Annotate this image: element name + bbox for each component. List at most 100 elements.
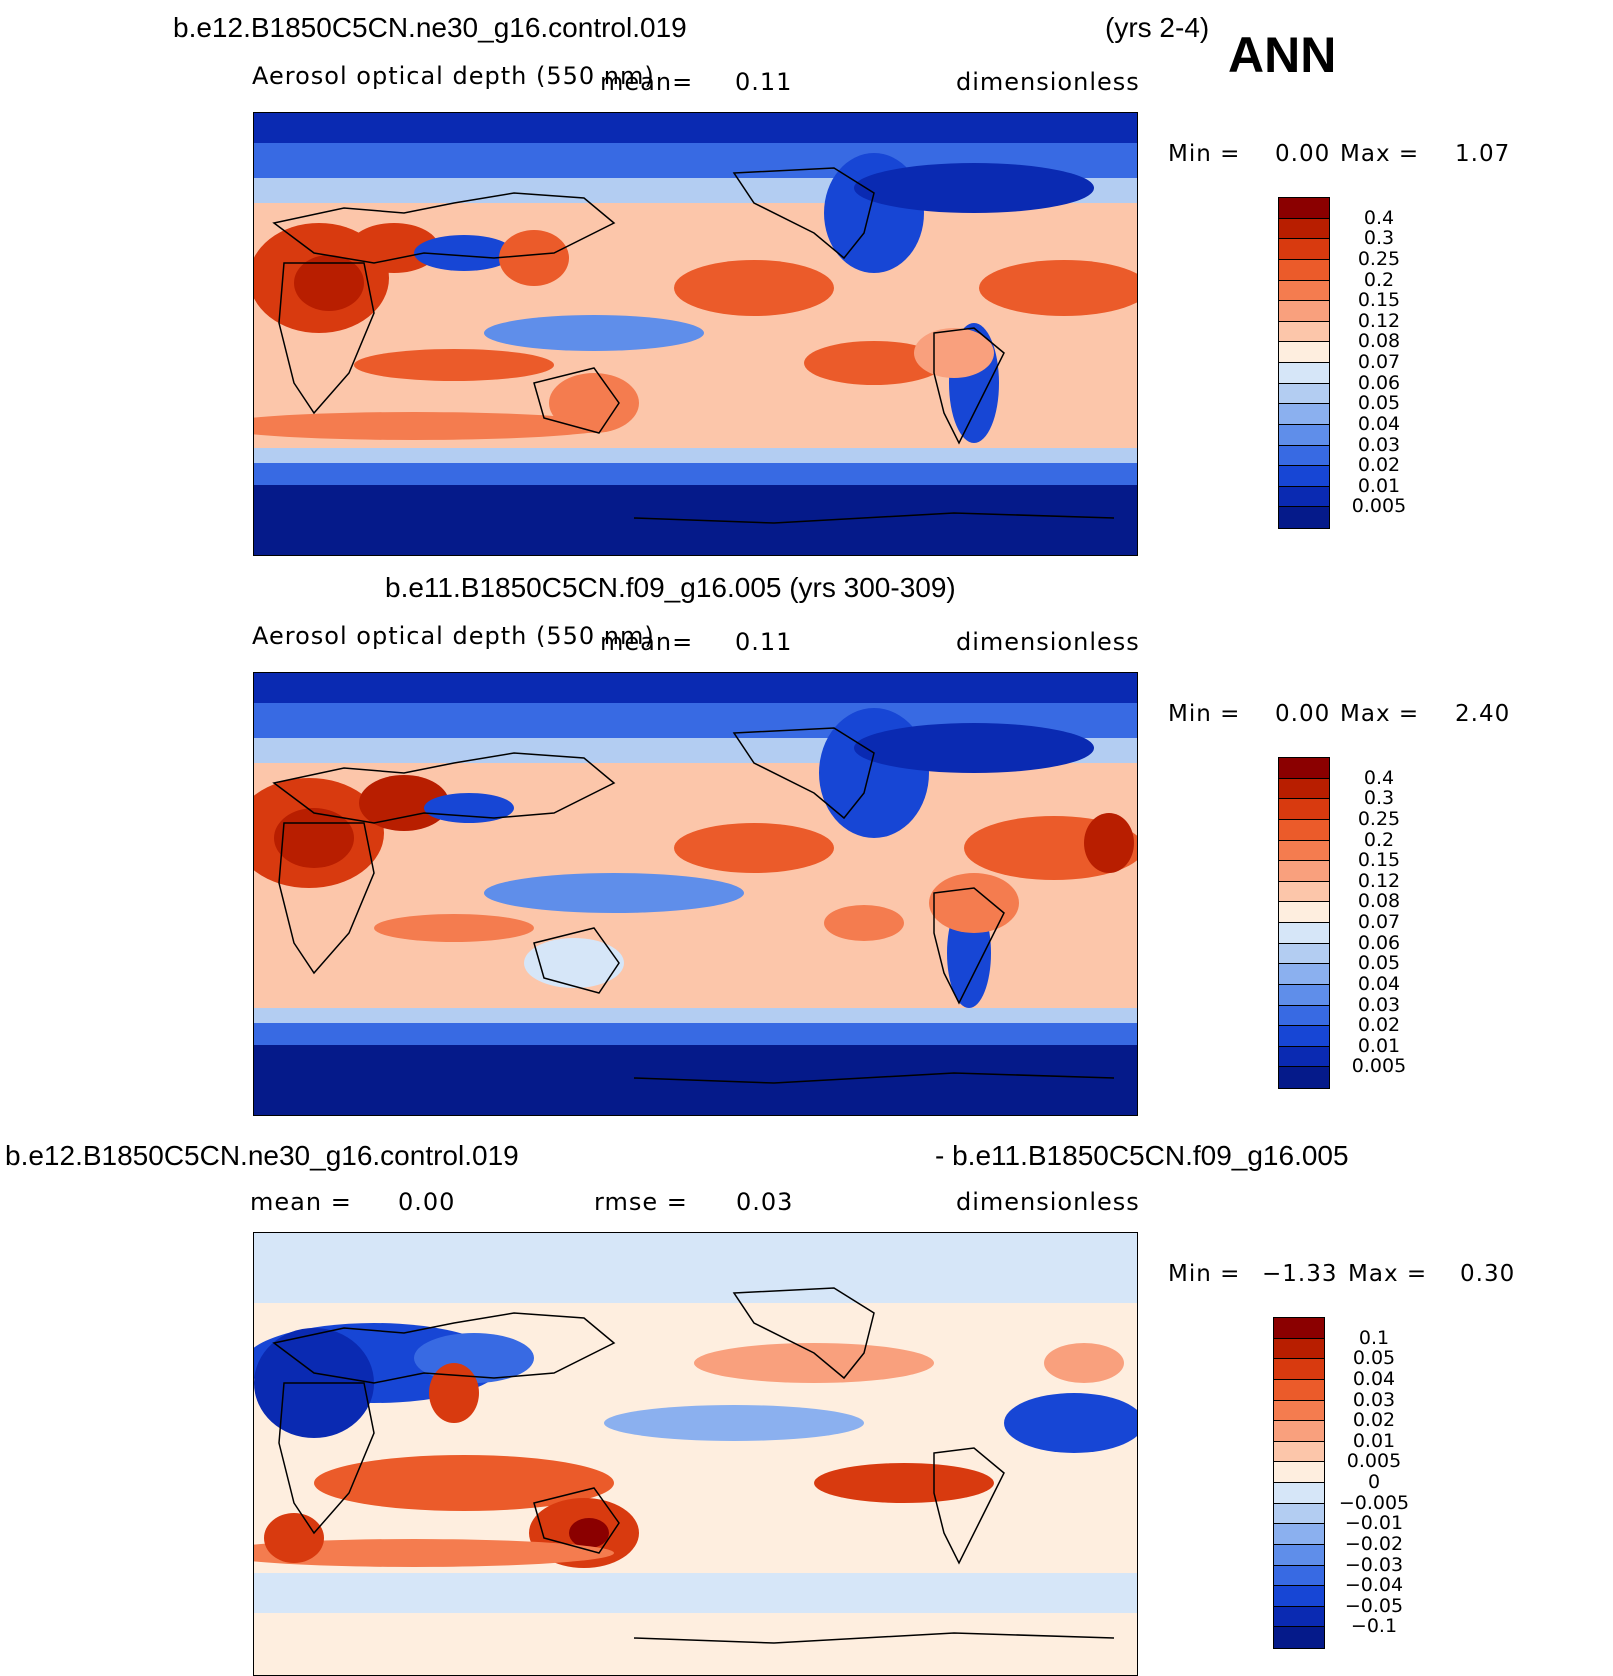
- panel2-units: dimensionless: [956, 628, 1140, 656]
- colorbar-label: −0.02: [1344, 1532, 1404, 1555]
- colorbar-segment: [1274, 1359, 1324, 1380]
- colorbar-segment: [1274, 1462, 1324, 1483]
- colorbar-segment: [1274, 1503, 1324, 1525]
- colorbar-segment: [1274, 1421, 1324, 1442]
- panel3-rmse-value: 0.03: [736, 1188, 794, 1216]
- diff-right-title: - b.e11.B1850C5CN.f09_g16.005: [935, 1140, 1349, 1171]
- panel2-min-label: Min =: [1168, 701, 1241, 727]
- colorbar-segment: [1279, 881, 1329, 903]
- colorbar-segment: [1274, 1565, 1324, 1587]
- panel2-map: [253, 672, 1138, 1116]
- colorbar-segment: [1274, 1338, 1324, 1360]
- colorbar-label: 0.02: [1357, 454, 1401, 477]
- colorbar-label: 0.01: [1352, 1429, 1396, 1452]
- colorbar-label: 0.05: [1357, 952, 1401, 975]
- colorbar-label: 0.01: [1357, 1034, 1401, 1057]
- panel3-min-value: −1.33: [1262, 1261, 1338, 1287]
- colorbar-segment: [1279, 840, 1329, 862]
- colorbar-segment: [1279, 1067, 1329, 1088]
- colorbar-segment: [1279, 363, 1329, 384]
- colorbar-segment: [1279, 466, 1329, 487]
- panel3-min-label: Min =: [1168, 1261, 1241, 1287]
- colorbar-segment: [1279, 819, 1329, 841]
- colorbar-segment: [1274, 1586, 1324, 1607]
- colorbar-segment: [1274, 1400, 1324, 1422]
- colorbar-label: 0.12: [1357, 309, 1401, 332]
- colorbar-segment: [1279, 383, 1329, 405]
- colorbar-label: 0.25: [1357, 247, 1401, 270]
- colorbar-label: 0.4: [1363, 766, 1395, 789]
- colorbar-segment: [1279, 964, 1329, 985]
- colorbar-label: 0.04: [1357, 412, 1401, 435]
- panel1-colorbar: [1278, 197, 1330, 529]
- colorbar-label: 0.3: [1363, 227, 1395, 250]
- panel3-rmse-label: rmse =: [594, 1188, 688, 1216]
- diff-left-title: b.e12.B1850C5CN.ne30_g16.control.019: [5, 1140, 519, 1171]
- colorbar-label: 0.005: [1346, 1450, 1402, 1473]
- season-label: ANN: [1228, 27, 1337, 83]
- colorbar-label: 0: [1367, 1471, 1381, 1493]
- colorbar-label: 0.08: [1357, 330, 1401, 353]
- panel1-map-graphic: [254, 113, 1137, 555]
- colorbar-segment: [1279, 902, 1329, 923]
- colorbar-label: 0.2: [1363, 828, 1395, 851]
- colorbar-label: 0.4: [1363, 206, 1395, 229]
- colorbar-segment: [1279, 1005, 1329, 1027]
- colorbar-label: −0.005: [1338, 1491, 1410, 1514]
- colorbar-segment: [1274, 1318, 1324, 1339]
- colorbar-label: 0.06: [1357, 931, 1401, 954]
- panel3-colorbar: [1273, 1317, 1325, 1649]
- panel1-variable: Aerosol optical depth (550 nm): [252, 62, 655, 90]
- colorbar-label: 0.03: [1357, 433, 1401, 456]
- panel1-mean-value: 0.11: [735, 68, 793, 96]
- colorbar-segment: [1279, 758, 1329, 779]
- colorbar-segment: [1274, 1544, 1324, 1566]
- panel2-mean-label: mean=: [600, 628, 694, 656]
- colorbar-segment: [1279, 218, 1329, 240]
- panel3-mean-label: mean =: [250, 1188, 352, 1216]
- panel2-max-label: Max =: [1340, 701, 1420, 727]
- panel2-min-value: 0.00: [1275, 701, 1331, 727]
- colorbar-segment: [1279, 404, 1329, 425]
- colorbar-label: 0.005: [1351, 1055, 1407, 1078]
- colorbar-label: 0.07: [1357, 911, 1401, 933]
- colorbar-segment: [1279, 1046, 1329, 1068]
- colorbar-segment: [1279, 507, 1329, 528]
- colorbar-label: 0.05: [1352, 1347, 1396, 1370]
- colorbar-segment: [1279, 259, 1329, 281]
- colorbar-label: 0.15: [1357, 289, 1401, 312]
- colorbar-label: 0.02: [1352, 1409, 1396, 1432]
- colorbar-segment: [1279, 984, 1329, 1006]
- colorbar-label: −0.04: [1344, 1574, 1404, 1597]
- colorbar-segment: [1279, 321, 1329, 343]
- panel3-max-label: Max =: [1348, 1261, 1428, 1287]
- panel2-max-value: 2.40: [1455, 701, 1511, 727]
- colorbar-segment: [1274, 1606, 1324, 1628]
- colorbar-segment: [1279, 799, 1329, 820]
- panel3-max-value: 0.30: [1460, 1261, 1516, 1287]
- colorbar-segment: [1279, 943, 1329, 965]
- colorbar-segment: [1274, 1379, 1324, 1401]
- colorbar-label: −0.01: [1344, 1512, 1404, 1535]
- panel3-map-graphic: [254, 1233, 1137, 1675]
- colorbar-label: 0.005: [1351, 495, 1407, 518]
- colorbar-segment: [1279, 239, 1329, 260]
- panel2-map-graphic: [254, 673, 1137, 1115]
- panel1-min-value: 0.00: [1275, 141, 1331, 167]
- panel2-variable: Aerosol optical depth (550 nm): [252, 622, 655, 650]
- colorbar-label: 0.03: [1352, 1388, 1396, 1411]
- panel2-mean-value: 0.11: [735, 628, 793, 656]
- panel1-min-label: Min =: [1168, 141, 1241, 167]
- colorbar-segment: [1274, 1524, 1324, 1545]
- colorbar-label: −0.1: [1350, 1615, 1398, 1638]
- colorbar-label: 0.04: [1357, 972, 1401, 995]
- panel2-colorbar: [1278, 757, 1330, 1089]
- colorbar-label: 0.15: [1357, 849, 1401, 872]
- colorbar-segment: [1279, 923, 1329, 944]
- colorbar-label: 0.02: [1357, 1014, 1401, 1037]
- case1-title: b.e12.B1850C5CN.ne30_g16.control.019: [173, 12, 687, 43]
- colorbar-segment: [1279, 342, 1329, 363]
- colorbar-segment: [1274, 1483, 1324, 1504]
- case2-title: b.e11.B1850C5CN.f09_g16.005 (yrs 300-309…: [385, 572, 956, 603]
- colorbar-segment: [1279, 1026, 1329, 1047]
